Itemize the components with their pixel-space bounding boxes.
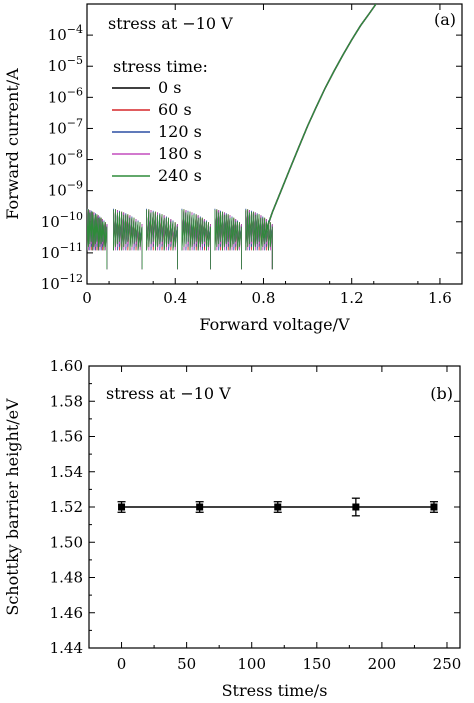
y-tick-label-a: 10−12 bbox=[41, 272, 83, 293]
x-tick-label-b: 50 bbox=[177, 655, 196, 673]
y-tick-label-a: 10−11 bbox=[41, 241, 83, 262]
y-axis-title-b: Schottky barrier height/eV bbox=[3, 398, 22, 616]
y-tick-base-a: 10 bbox=[41, 244, 60, 262]
y-tick-label-b: 1.58 bbox=[50, 392, 83, 410]
y-tick-base-a: 10 bbox=[48, 119, 67, 137]
data-point bbox=[352, 503, 360, 511]
legend-label: 240 s bbox=[158, 166, 202, 185]
curves-a bbox=[87, 4, 377, 270]
y-tick-label-b: 1.54 bbox=[50, 463, 83, 481]
plot-frame-a bbox=[86, 3, 463, 285]
y-tick-label-a: 10−4 bbox=[48, 23, 83, 44]
y-tick-base-a: 10 bbox=[48, 151, 67, 169]
forward-curve-120s bbox=[262, 4, 377, 239]
y-tick-base-a: 10 bbox=[48, 26, 67, 44]
y-tick-label-a: 10−8 bbox=[48, 148, 83, 169]
x-tick-label-a: 0 bbox=[82, 289, 92, 307]
y-tick-exp-a: −10 bbox=[60, 210, 83, 223]
forward-curve-240s bbox=[262, 4, 377, 239]
panel-a: 0 0.4 0.8 1.2 1.610−1210−1110−1010−910−810−7… bbox=[3, 3, 463, 334]
y-tick-base-a: 10 bbox=[48, 57, 67, 75]
y-tick-label-b: 1.50 bbox=[50, 533, 83, 551]
y-tick-exp-a: −5 bbox=[67, 54, 83, 67]
y-tick-exp-a: −9 bbox=[67, 179, 83, 192]
y-tick-label-a: 10−9 bbox=[48, 179, 83, 200]
x-axis-title-b: Stress time/s bbox=[222, 681, 328, 700]
legend-label: 180 s bbox=[158, 144, 202, 163]
x-tick-label-b: 100 bbox=[237, 655, 266, 673]
forward-curve-180s bbox=[262, 4, 377, 239]
x-tick-label-a: 1.2 bbox=[340, 289, 364, 307]
legend-label: 60 s bbox=[158, 100, 192, 119]
noise-trace-240s bbox=[87, 209, 273, 270]
y-tick-base-a: 10 bbox=[48, 88, 67, 106]
forward-curve-0s bbox=[262, 4, 377, 239]
y-tick-label-b: 1.52 bbox=[50, 498, 83, 516]
x-tick-label-a: 0.4 bbox=[163, 289, 187, 307]
data-point bbox=[118, 503, 126, 511]
legend-label: 0 s bbox=[158, 78, 181, 97]
data-point bbox=[430, 503, 438, 511]
panel-b: 0 50 100 150 200 250 1.44 1.46 1.48 1.50 1.52 1.54 1… bbox=[3, 357, 461, 700]
panel-label-b: (b) bbox=[430, 384, 453, 403]
forward-curve-60s bbox=[262, 4, 377, 239]
y-tick-exp-a: −12 bbox=[60, 272, 83, 285]
y-tick-label-b: 1.44 bbox=[50, 639, 83, 657]
y-tick-label-b: 1.60 bbox=[50, 357, 83, 375]
y-tick-label-a: 10−7 bbox=[48, 116, 83, 137]
y-tick-label-a: 10−6 bbox=[48, 85, 83, 106]
y-tick-label-b: 1.48 bbox=[50, 569, 83, 587]
y-tick-base-a: 10 bbox=[41, 275, 60, 293]
data-point bbox=[196, 503, 204, 511]
data-point bbox=[274, 503, 282, 511]
y-tick-label-a: 10−5 bbox=[48, 54, 83, 75]
x-axis-title-a: Forward voltage/V bbox=[199, 315, 350, 334]
y-tick-base-a: 10 bbox=[48, 182, 67, 200]
y-tick-label-b: 1.56 bbox=[50, 428, 83, 446]
annotation-b: stress at −10 V bbox=[106, 384, 231, 403]
x-tick-label-a: 0.8 bbox=[252, 289, 276, 307]
legend-label: 120 s bbox=[158, 122, 202, 141]
legend-title: stress time: bbox=[113, 57, 208, 76]
y-tick-label-b: 1.46 bbox=[50, 604, 83, 622]
x-tick-label-b: 150 bbox=[302, 655, 331, 673]
annotation-a: stress at −10 V bbox=[108, 14, 233, 33]
y-tick-exp-a: −7 bbox=[67, 116, 83, 129]
panel-label-a: (a) bbox=[434, 10, 456, 29]
y-tick-exp-a: −8 bbox=[67, 148, 83, 161]
y-axis-title-a: Forward current/A bbox=[3, 68, 22, 220]
x-tick-label-b: 250 bbox=[433, 655, 462, 673]
x-tick-label-a: 1.6 bbox=[428, 289, 452, 307]
x-tick-label-b: 200 bbox=[368, 655, 397, 673]
y-tick-exp-a: −11 bbox=[60, 241, 83, 254]
y-tick-exp-a: −4 bbox=[67, 23, 83, 36]
x-tick-label-b: 0 bbox=[117, 655, 127, 673]
y-tick-base-a: 10 bbox=[41, 213, 60, 231]
y-tick-label-a: 10−10 bbox=[41, 210, 83, 231]
y-tick-exp-a: −6 bbox=[67, 85, 83, 98]
